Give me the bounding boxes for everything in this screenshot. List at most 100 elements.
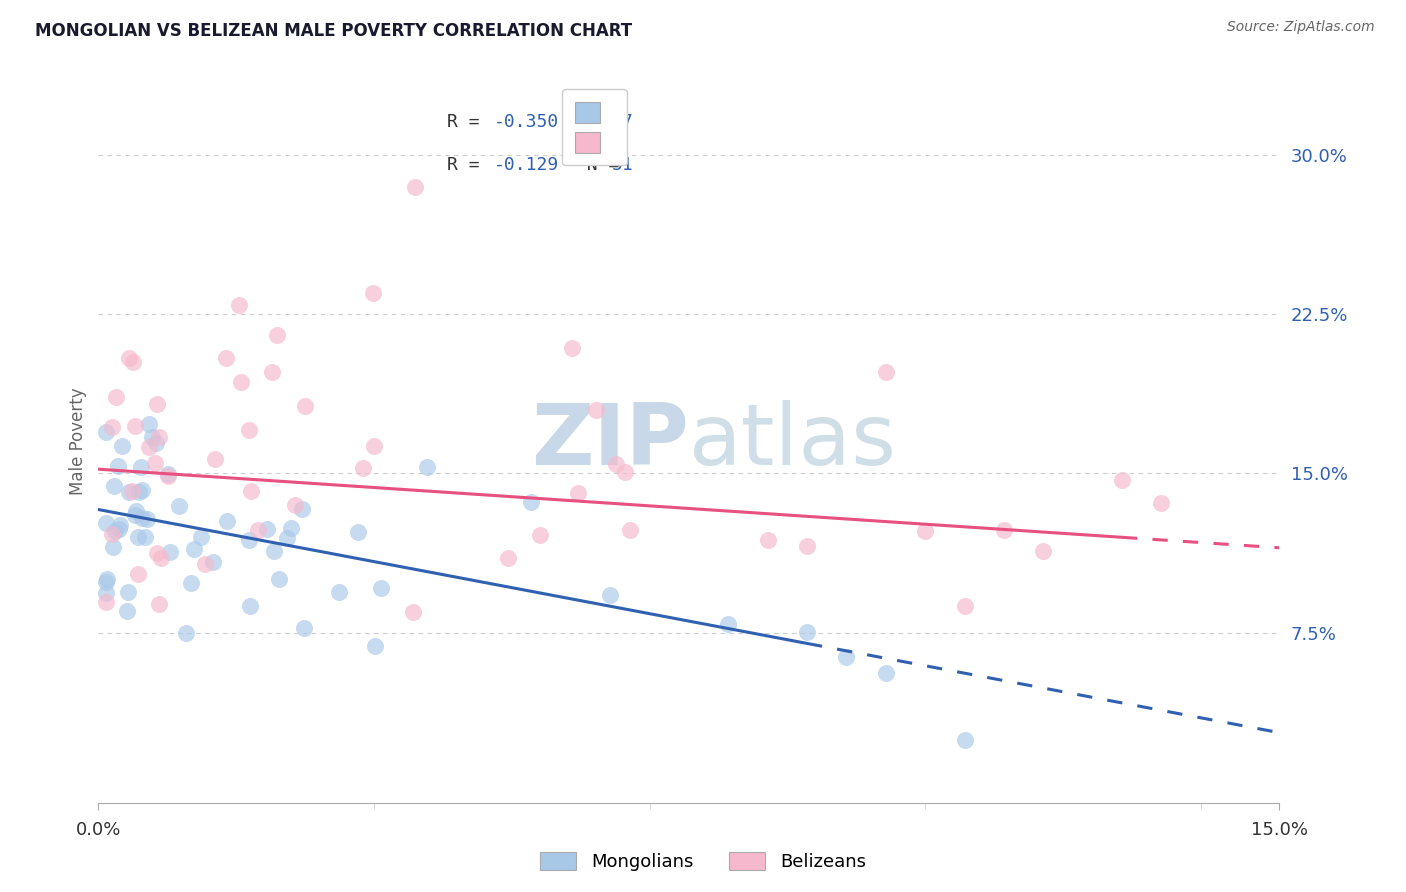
Point [284, 498, 307, 512]
Point [529, 528, 551, 542]
Point [291, 501, 314, 516]
Point [138, 417, 160, 431]
Point [256, 522, 278, 536]
Point [247, 523, 270, 537]
Legend: , : , [562, 89, 627, 165]
Point [561, 341, 583, 355]
Point [134, 530, 156, 544]
Point [157, 467, 180, 481]
Point [364, 639, 387, 653]
Point [127, 566, 149, 581]
Point [183, 542, 205, 557]
Point [294, 399, 316, 413]
Point [361, 285, 384, 300]
Point [953, 733, 976, 747]
Text: -0.129: -0.129 [494, 156, 560, 174]
Point [619, 523, 641, 537]
Point [96, 516, 118, 531]
Point [352, 460, 374, 475]
Point [1150, 496, 1173, 510]
Text: Source: ZipAtlas.com: Source: ZipAtlas.com [1227, 20, 1375, 34]
Text: R =: R = [447, 156, 491, 174]
Point [993, 523, 1015, 537]
Point [276, 531, 298, 545]
Point [280, 521, 302, 535]
Point [229, 376, 252, 390]
Point [239, 599, 262, 613]
Text: ZIP: ZIP [531, 400, 689, 483]
Point [328, 584, 350, 599]
Point [169, 499, 191, 513]
Point [107, 458, 129, 473]
Point [363, 439, 385, 453]
Text: MONGOLIAN VS BELIZEAN MALE POVERTY CORRELATION CHART: MONGOLIAN VS BELIZEAN MALE POVERTY CORRE… [35, 22, 633, 40]
Point [520, 495, 543, 509]
Point [796, 539, 818, 553]
Point [124, 419, 146, 434]
Point [122, 355, 145, 369]
Point [215, 351, 238, 366]
Point [127, 529, 149, 543]
Point [143, 456, 166, 470]
Point [159, 545, 181, 559]
Point [194, 557, 217, 571]
Text: N =: N = [565, 112, 630, 131]
Point [567, 486, 589, 500]
Point [262, 365, 284, 379]
Point [136, 511, 159, 525]
Point [103, 479, 125, 493]
Point [953, 599, 976, 613]
Point [157, 469, 180, 483]
Point [914, 524, 936, 538]
Point [124, 508, 146, 522]
Text: R =: R = [447, 112, 491, 131]
Text: atlas: atlas [689, 400, 897, 483]
Point [190, 530, 212, 544]
Point [146, 396, 169, 410]
Point [117, 484, 139, 499]
Point [100, 420, 122, 434]
Point [150, 550, 173, 565]
Point [125, 504, 148, 518]
Point [756, 533, 779, 547]
Point [104, 524, 127, 538]
Y-axis label: Male Poverty: Male Poverty [69, 388, 87, 495]
Point [101, 540, 124, 554]
Point [605, 457, 627, 471]
Point [239, 483, 262, 498]
Point [129, 460, 152, 475]
Point [496, 551, 519, 566]
Point [717, 616, 740, 631]
Point [238, 533, 260, 548]
Point [96, 575, 118, 590]
Point [228, 298, 250, 312]
Point [614, 465, 637, 479]
Point [118, 351, 141, 366]
Point [128, 485, 150, 500]
Point [599, 588, 621, 602]
Point [141, 430, 163, 444]
Point [1111, 473, 1133, 487]
Point [266, 328, 288, 343]
Point [145, 545, 167, 559]
Text: 51: 51 [612, 156, 634, 174]
Point [121, 484, 143, 499]
Point [148, 597, 170, 611]
Point [204, 452, 226, 467]
Point [96, 595, 118, 609]
Point [131, 511, 153, 525]
Point [292, 621, 315, 635]
Point [107, 522, 129, 536]
Point [148, 430, 170, 444]
Point [402, 605, 425, 619]
Point [875, 665, 897, 680]
Point [174, 626, 197, 640]
Text: 57: 57 [612, 112, 634, 131]
Point [145, 436, 167, 450]
Point [875, 365, 897, 379]
Point [1032, 544, 1054, 558]
Point [269, 572, 291, 586]
Point [370, 581, 392, 595]
Legend: Mongolians, Belizeans: Mongolians, Belizeans [533, 845, 873, 879]
Point [138, 440, 160, 454]
